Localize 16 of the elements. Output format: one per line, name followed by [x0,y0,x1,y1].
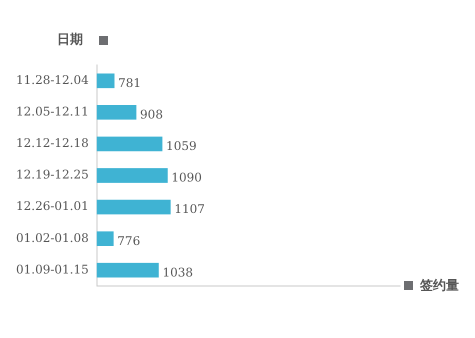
x-axis-title: 签约量 [419,278,459,294]
y-tick-label: 12.26-01.01 [16,199,89,214]
data-label: 1038 [162,265,193,280]
y-tick-label: 12.19-12.25 [16,168,89,182]
data-label: 1090 [171,170,202,185]
data-label: 776 [117,234,140,248]
data-label: 908 [140,107,163,122]
y-tick-label: 12.12-12.18 [16,136,89,150]
data-label: 1107 [174,202,205,216]
y-tick-label: 01.09-01.15 [16,262,89,276]
data-label: 781 [118,76,142,90]
y-axis-title: 日期 [56,32,83,48]
data-label: 1059 [166,139,197,154]
y-tick-label: 01.02-01.08 [16,230,89,245]
y-tick-label: 12.05-12.11 [16,104,89,118]
y-tick-label: 11.28-12.04 [16,72,90,87]
